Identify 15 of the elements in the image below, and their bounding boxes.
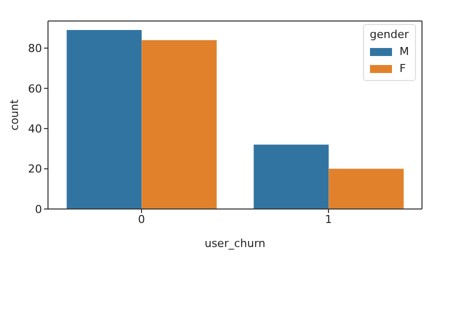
legend-label: F — [400, 62, 406, 75]
y-tick-label: 40 — [28, 122, 42, 136]
legend-title: gender — [370, 28, 409, 41]
y-tick-label: 60 — [28, 82, 42, 96]
legend-label: M — [400, 45, 409, 58]
y-tick-label: 80 — [28, 42, 42, 56]
y-tick-label: 0 — [35, 202, 42, 216]
bar — [142, 40, 217, 209]
bar — [254, 144, 329, 209]
x-axis-title: user_churn — [204, 237, 266, 250]
y-axis-title: count — [8, 98, 21, 131]
x-tick-label: 1 — [325, 212, 332, 226]
bar — [328, 168, 404, 209]
y-tick-label: 20 — [28, 162, 42, 176]
bar — [66, 30, 142, 209]
